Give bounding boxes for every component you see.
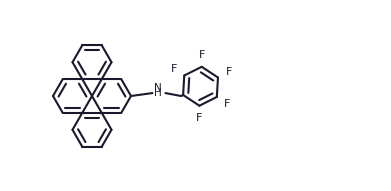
Text: N: N bbox=[154, 83, 162, 93]
Text: F: F bbox=[171, 64, 178, 74]
Text: F: F bbox=[226, 67, 232, 77]
Text: F: F bbox=[196, 113, 202, 123]
Text: H: H bbox=[154, 88, 162, 98]
Text: F: F bbox=[224, 99, 230, 109]
Text: F: F bbox=[199, 50, 206, 60]
